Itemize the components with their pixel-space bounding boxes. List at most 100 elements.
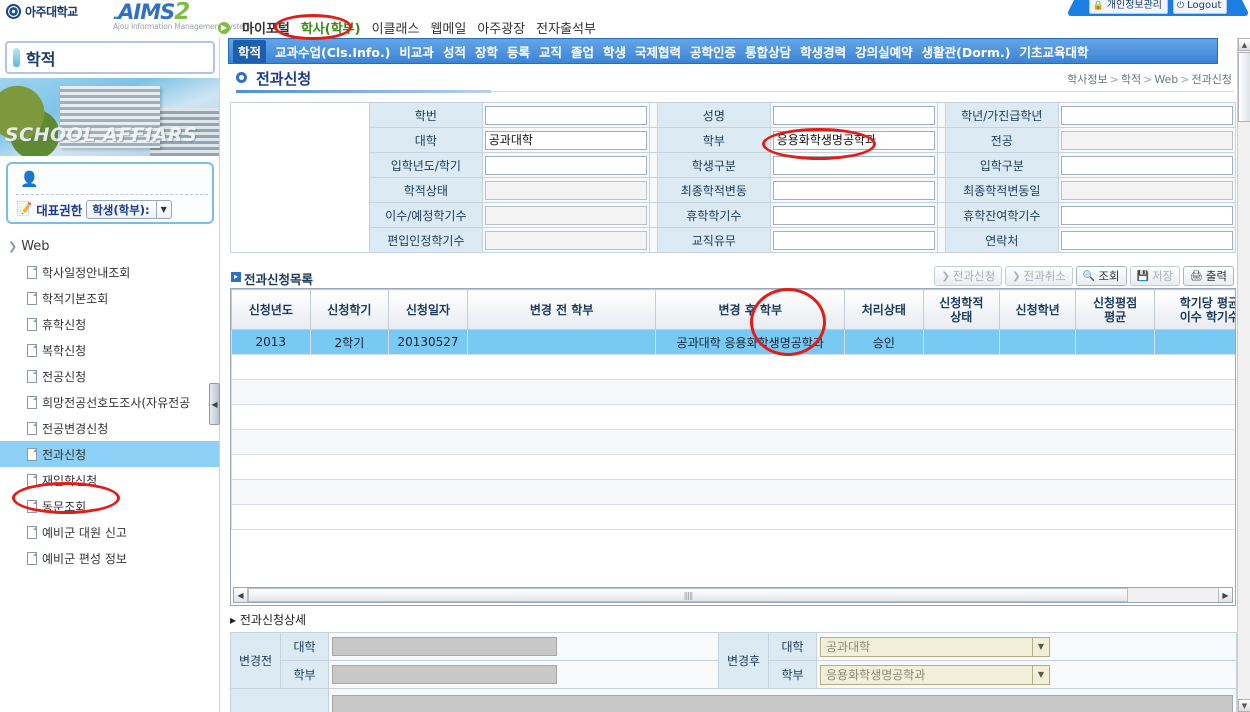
sidebar-item-leave[interactable]: 휴학신청 xyxy=(0,311,219,337)
college-input[interactable]: 공과대학 xyxy=(484,130,647,150)
aims-version: 2 xyxy=(174,0,190,25)
print-button[interactable]: 🖨 출력 xyxy=(1183,266,1234,286)
last-change-date-input[interactable] xyxy=(1060,180,1233,200)
contact-input[interactable] xyxy=(1060,230,1233,250)
sidebar-item-reserve-report[interactable]: 예비군 대원 신고 xyxy=(0,519,219,545)
topnav-item-webmail[interactable]: 웹메일 xyxy=(430,22,467,37)
menu-item-extracurricular[interactable]: 비교과 xyxy=(399,44,434,60)
topnav-item-eclass[interactable]: 이클래스 xyxy=(371,22,420,37)
detail-section-header: ▸ 전과신청상세 xyxy=(230,611,1236,631)
transfer-request-grid[interactable]: 신청년도 신청학기 신청일자 변경 전 학부 변경 후 학부 처리상태 신청학적… xyxy=(230,288,1236,606)
admission-type-input[interactable] xyxy=(1060,155,1233,175)
table-row-empty[interactable] xyxy=(231,504,1235,530)
topnav-item-myportal[interactable]: 마이포털 xyxy=(242,22,290,37)
record-status-input[interactable] xyxy=(484,180,647,200)
leave-semesters-input[interactable] xyxy=(772,205,935,225)
transfer-cancel-button[interactable]: ❯ 전과취소 xyxy=(1005,266,1073,286)
major-input[interactable] xyxy=(1060,130,1233,150)
menu-item-graduation[interactable]: 졸업 xyxy=(571,44,595,60)
menu-item-grades[interactable]: 성적 xyxy=(442,44,466,60)
table-row-empty[interactable] xyxy=(231,354,1235,380)
table-row-empty[interactable] xyxy=(231,429,1235,455)
col-request-date[interactable]: 신청일자 xyxy=(388,289,468,330)
col-request-gpa[interactable]: 신청평점 평균 xyxy=(1075,289,1155,330)
menu-item-teaching[interactable]: 교직 xyxy=(538,44,562,60)
topnav-item-attendance[interactable]: 전자출석부 xyxy=(536,22,596,37)
student-type-input[interactable] xyxy=(772,155,935,175)
col-avg-semester-credits[interactable]: 학기당 평균 이수 학기수 xyxy=(1153,289,1235,330)
scroll-right-arrow-icon[interactable]: ▶ xyxy=(1218,588,1232,602)
after-college-select[interactable]: 공과대학 ▼ xyxy=(820,636,1050,657)
menu-item-registration[interactable]: 등록 xyxy=(506,44,530,60)
col-request-grade[interactable]: 신청학년 xyxy=(998,289,1077,330)
col-request-record-status[interactable]: 신청학적 상태 xyxy=(922,289,1000,330)
menu-item-haksa[interactable]: 학적 xyxy=(233,39,267,63)
scroll-left-arrow-icon[interactable]: ◀ xyxy=(234,588,248,602)
col-request-year[interactable]: 신청년도 xyxy=(231,289,311,330)
last-change-input[interactable] xyxy=(772,180,935,200)
scroll-thumb[interactable]: ||||| xyxy=(248,588,1128,602)
completed-semesters-input[interactable] xyxy=(484,205,647,225)
menu-item-class-info[interactable]: 교과수업(Cls.Info.) xyxy=(275,44,391,60)
student-id-input[interactable] xyxy=(484,105,647,125)
scroll-down-arrow-icon[interactable]: ▼ xyxy=(1238,699,1250,712)
privacy-management-button[interactable]: 🔒 개인정보관리 xyxy=(1088,0,1169,14)
grade-input[interactable] xyxy=(1060,105,1233,125)
menu-item-abeek[interactable]: 공학인증 xyxy=(690,44,737,60)
sidebar-item-major-preference[interactable]: 희망전공선호도조사(자유전공 xyxy=(0,389,219,415)
sidebar-item-transfer-apply[interactable]: 전과신청 xyxy=(0,441,219,467)
col-request-semester[interactable]: 신청학기 xyxy=(309,289,390,330)
table-row[interactable]: 2013 2학기 20130527 공과대학 응용화학생명공학과 승인 xyxy=(231,329,1235,355)
topnav-item-ajouplaza[interactable]: 아주광장 xyxy=(477,22,526,37)
search-button[interactable]: 🔍 조회 xyxy=(1075,266,1127,286)
table-row-empty[interactable] xyxy=(231,479,1235,505)
teaching-status-input[interactable] xyxy=(772,230,935,250)
after-department-select[interactable]: 응용화학생명공학과 ▼ xyxy=(820,664,1050,685)
empty-cell xyxy=(231,454,1235,480)
role-select[interactable]: 학생(학부): ▼ xyxy=(86,200,172,219)
leave-remaining-input[interactable] xyxy=(1060,205,1233,225)
menu-item-scholarship[interactable]: 장학 xyxy=(474,44,498,60)
col-dept-before[interactable]: 변경 전 학부 xyxy=(466,289,657,330)
menu-item-career[interactable]: 학생경력 xyxy=(800,44,847,60)
sidebar-item-return[interactable]: 복학신청 xyxy=(0,337,219,363)
grid-horizontal-scrollbar[interactable]: ◀ ||||| ▶ xyxy=(233,587,1233,603)
col-dept-after[interactable]: 변경 후 학부 xyxy=(655,289,846,330)
sidebar-root-web[interactable]: ❯ Web xyxy=(0,234,219,259)
table-row-empty[interactable] xyxy=(231,454,1235,480)
menu-item-international[interactable]: 국제협력 xyxy=(635,44,682,60)
department-input[interactable]: 응용화학생명공학과 xyxy=(772,130,935,150)
sidebar-item-major-apply[interactable]: 전공신청 xyxy=(0,363,219,389)
sidebar-item-reserve-info[interactable]: 예비군 편성 정보 xyxy=(0,545,219,571)
sidebar-item-schedule[interactable]: 학사일정안내조회 xyxy=(0,259,219,285)
sidebar-collapse-handle[interactable]: ◀ xyxy=(209,383,220,425)
sidebar-item-basic-record[interactable]: 학적기본조회 xyxy=(0,285,219,311)
reason-textarea[interactable] xyxy=(332,694,1233,712)
name-input[interactable] xyxy=(772,105,935,125)
menu-item-classroom-booking[interactable]: 강의실예약 xyxy=(855,44,913,60)
scroll-up-arrow-icon[interactable]: ▲ xyxy=(1238,38,1250,51)
transfer-credits-input[interactable] xyxy=(484,230,647,250)
sidebar-item-major-change[interactable]: 전공변경신청 xyxy=(0,415,219,441)
transfer-apply-button[interactable]: ❯ 전과신청 xyxy=(934,266,1003,286)
table-row-empty[interactable] xyxy=(231,379,1235,405)
save-button[interactable]: 💾 저장 xyxy=(1129,266,1181,286)
table-row-empty[interactable] xyxy=(231,404,1235,430)
menu-item-student[interactable]: 학생 xyxy=(603,44,627,60)
menu-item-dormitory[interactable]: 생활관(Dorm.) xyxy=(921,44,1011,60)
col-process-status[interactable]: 처리상태 xyxy=(844,289,924,330)
topnav-item-academic[interactable]: 학사(학부) xyxy=(300,22,361,37)
page-vertical-scrollbar[interactable]: ▲ ▼ xyxy=(1237,38,1250,712)
spacer xyxy=(648,177,658,203)
document-icon xyxy=(27,473,37,487)
page-scroll-thumb[interactable] xyxy=(1238,52,1250,122)
sidebar-item-alumni[interactable]: 동문조회 xyxy=(0,493,219,519)
menu-item-basic-education[interactable]: 기초교육대학 xyxy=(1019,44,1089,60)
privacy-management-label: 개인정보관리 xyxy=(1106,0,1163,11)
logout-button[interactable]: ⏻ Logout xyxy=(1173,0,1228,14)
menu-item-counseling[interactable]: 통합상담 xyxy=(745,44,792,60)
admission-year-input[interactable] xyxy=(484,155,647,175)
search-label: 조회 xyxy=(1098,269,1120,283)
before-department-value xyxy=(332,665,557,684)
sidebar-item-readmission[interactable]: 재입학신청 xyxy=(0,467,219,493)
